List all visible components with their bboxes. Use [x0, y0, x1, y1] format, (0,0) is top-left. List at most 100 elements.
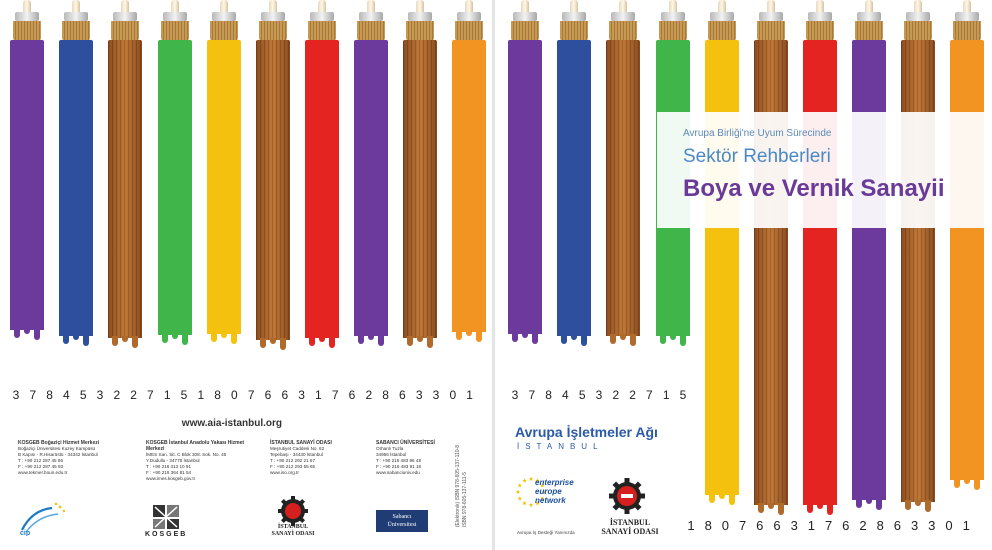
- cover-title: Boya ve Vernik Sanayii: [683, 175, 945, 202]
- iso-caption-line: SANAYİ ODASI: [271, 531, 315, 537]
- paint-drip: [660, 334, 666, 344]
- brush-handle: [220, 0, 228, 12]
- brush-bristles: [161, 21, 189, 41]
- iso-caption-line: SANAYİ ODASI: [601, 527, 659, 536]
- back-digit: 0: [449, 388, 457, 402]
- paint-stroke-yellow: [207, 40, 241, 334]
- title-box: [657, 112, 992, 228]
- brush-handle: [914, 0, 922, 12]
- paint-stroke-purple: [508, 40, 542, 334]
- network-city: İSTANBUL: [517, 442, 604, 451]
- brush-bristles: [210, 21, 238, 41]
- back-paint-brush-7: [305, 0, 339, 352]
- paint-drip: [768, 503, 774, 509]
- back-digit: 6: [399, 388, 406, 402]
- paint-drip: [270, 338, 276, 344]
- front-long-digit: 8: [876, 518, 884, 533]
- eu-star: [517, 496, 523, 501]
- centre-line: F : +90 212 287 45 93: [18, 464, 64, 469]
- brush-bristles: [659, 21, 687, 41]
- brush-ferrule: [808, 12, 832, 21]
- paint-stroke-wood: [256, 40, 290, 340]
- paint-stroke-purple: [354, 40, 388, 336]
- brush-ferrule: [457, 12, 481, 21]
- eu-star: [515, 489, 521, 494]
- front-long-digit: 8: [704, 518, 712, 533]
- paint-drip: [221, 332, 227, 338]
- eu-star: [517, 483, 523, 488]
- centre-link[interactable]: www.sabanciuniv.edu: [376, 470, 420, 475]
- front-short-digit: 1: [662, 388, 670, 402]
- brush-handle: [269, 0, 277, 12]
- back-paint-brush-5: [207, 0, 241, 348]
- centre-title: KOSGEB Boğaziçi Hizmet Merkezi: [18, 440, 100, 446]
- een-stars-icon: [515, 476, 547, 507]
- back-paint-brush-8: [354, 0, 388, 350]
- centre-line: Orhanlı Tuzla: [376, 446, 404, 451]
- paint-drip: [856, 498, 862, 508]
- centre-line: Meşrutiyet Caddesi No. 62: [270, 446, 325, 451]
- paint-stroke-blue: [59, 40, 93, 336]
- paint-stroke-orange: [452, 40, 486, 332]
- back-paint-brush-2: [59, 0, 93, 350]
- paint-drip: [83, 334, 89, 346]
- paint-drip: [476, 330, 482, 342]
- brush-handle: [767, 0, 775, 12]
- kosgeb-wordmark: KOSGEB: [145, 531, 188, 538]
- paint-drip: [561, 334, 567, 344]
- back-paint-brush-10: [452, 0, 486, 346]
- front-long-digit: 6: [893, 518, 901, 533]
- brush-bristles: [708, 21, 736, 41]
- back-digit: 1: [163, 388, 171, 402]
- eu-star: [522, 478, 527, 483]
- front-long-digit: 6: [756, 518, 764, 533]
- paint-stroke-purple: [10, 40, 44, 330]
- brush-ferrule: [906, 12, 930, 21]
- back-digit: 8: [382, 388, 389, 402]
- front-short-digit: 3: [595, 388, 603, 402]
- centre-link[interactable]: www.iso.org.tr: [270, 470, 299, 475]
- front-long-digit: 2: [859, 518, 867, 533]
- brush-bristles: [511, 21, 539, 41]
- paint-drip: [182, 333, 188, 345]
- front-long-digit: 7: [738, 518, 747, 533]
- front-short-digit: 3: [511, 388, 519, 402]
- brush-handle: [570, 0, 578, 12]
- brush-handle: [367, 0, 375, 12]
- iso-caption-line: İSTANBUL: [277, 524, 309, 530]
- sabanci-line: Üniversitesi: [387, 522, 417, 528]
- paint-stroke-blue: [557, 40, 591, 336]
- iso-caption-back: İSTANBUL SANAYİ ODASI: [262, 524, 324, 538]
- brush-bristles: [13, 21, 41, 41]
- back-digit: 4: [63, 388, 70, 402]
- cover-subtitle: Avrupa Birliği'ne Uyum Sürecinde: [683, 128, 832, 139]
- paint-drip: [522, 332, 528, 338]
- brush-handle: [865, 0, 873, 12]
- sabanci-logo: Sabancı Üniversitesi: [376, 510, 428, 532]
- brush-ferrule: [562, 12, 586, 21]
- back-digit: 8: [46, 388, 53, 402]
- brush-ferrule: [857, 12, 881, 21]
- paint-drip: [866, 498, 872, 504]
- centre-link[interactable]: www.imes.kosgeb.gov.tr: [146, 476, 196, 481]
- centre-kosgeb-bogazici: KOSGEB Boğaziçi Hizmet Merkezi Boğaziçi …: [18, 440, 128, 476]
- centre-iso: İSTANBUL SANAYİ ODASI Meşrutiyet Caddesi…: [270, 440, 380, 476]
- paint-drip: [112, 336, 118, 346]
- een-line: enterprise: [535, 478, 574, 487]
- paint-drip: [709, 493, 715, 503]
- brush-bristles: [953, 21, 981, 41]
- brush-ferrule: [710, 12, 734, 21]
- brush-bristles: [62, 21, 90, 41]
- website-url[interactable]: www.aia-istanbul.org: [181, 418, 282, 429]
- centre-link[interactable]: www.tekmer.boun.edu.tr: [18, 470, 68, 475]
- front-paint-brush-2: [557, 0, 591, 350]
- paint-stroke-purple: [852, 40, 886, 500]
- paint-drip: [73, 334, 79, 340]
- paint-drip: [964, 478, 970, 484]
- een-tagline: Avrupa İş Desteği Yanınızda: [517, 530, 575, 535]
- centre-line: F : +90 216 364 81 54: [146, 470, 192, 475]
- brush-handle: [416, 0, 424, 12]
- brush-handle: [121, 0, 129, 12]
- centre-line: Y.Dudullu - 34776 İstanbul: [146, 458, 200, 463]
- back-digit: 5: [180, 388, 188, 402]
